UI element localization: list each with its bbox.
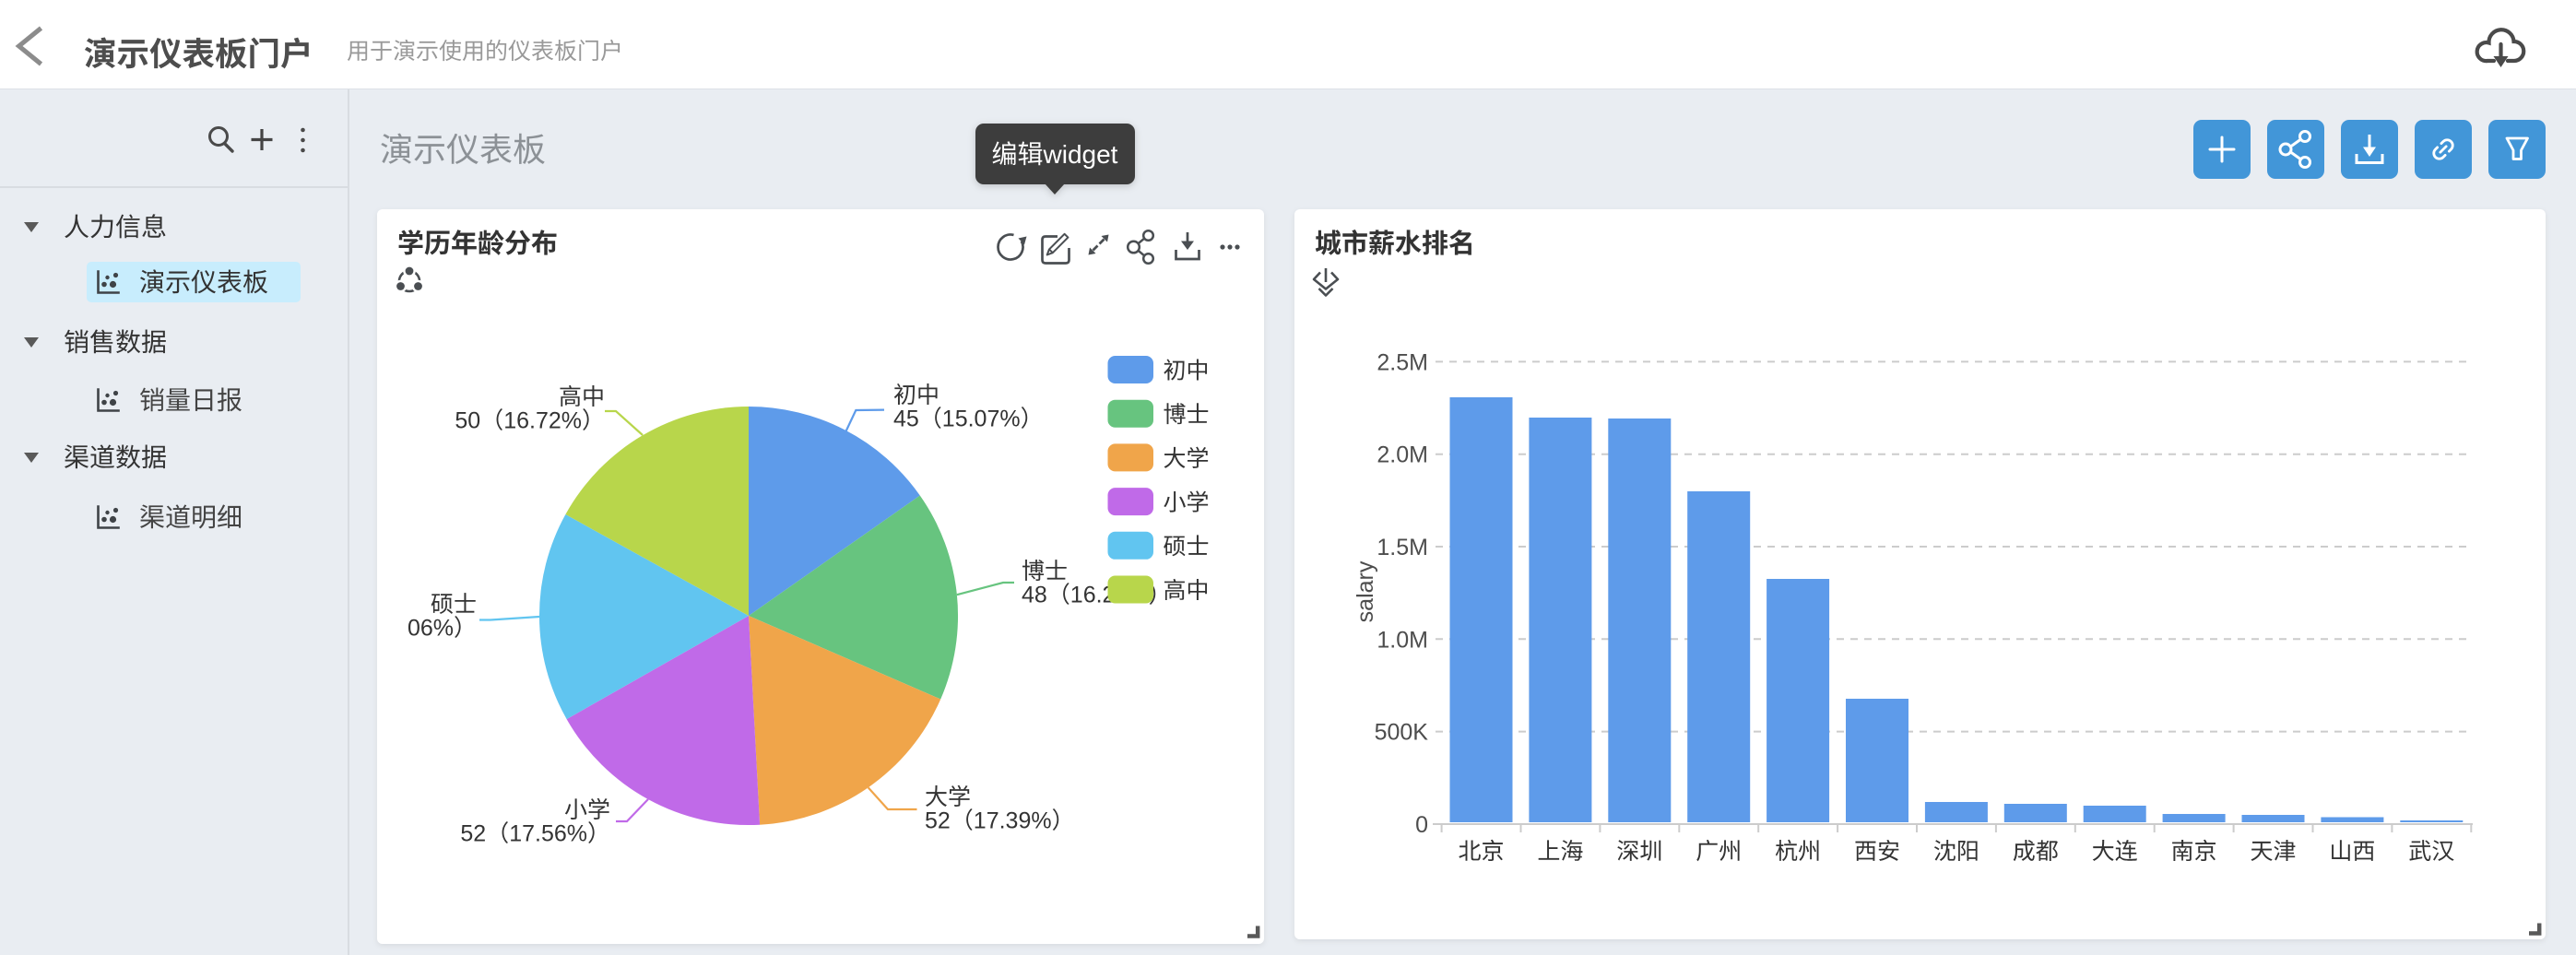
- svg-text:widget: widget: [1043, 140, 1118, 169]
- svg-text:15.07%: 15.07%: [942, 407, 1021, 432]
- svg-text:50: 50: [455, 408, 480, 434]
- svg-text:45: 45: [893, 407, 919, 432]
- svg-text:48: 48: [1022, 583, 1047, 608]
- svg-text:1.0M: 1.0M: [1377, 627, 1428, 653]
- svg-text:1.5M: 1.5M: [1377, 535, 1428, 560]
- svg-text:500K: 500K: [1375, 720, 1429, 746]
- svg-text:16.72%: 16.72%: [503, 408, 582, 434]
- svg-text:0: 0: [1415, 812, 1428, 838]
- svg-text:salary: salary: [1353, 560, 1378, 622]
- svg-text:52: 52: [925, 808, 951, 834]
- svg-text:17.39%: 17.39%: [974, 808, 1052, 834]
- svg-text:2.5M: 2.5M: [1377, 349, 1428, 375]
- svg-text:17.56%: 17.56%: [509, 821, 587, 847]
- svg-text:52: 52: [460, 821, 486, 847]
- svg-text:16.06%: 16.06%: [375, 616, 454, 642]
- svg-text:2.0M: 2.0M: [1377, 442, 1428, 468]
